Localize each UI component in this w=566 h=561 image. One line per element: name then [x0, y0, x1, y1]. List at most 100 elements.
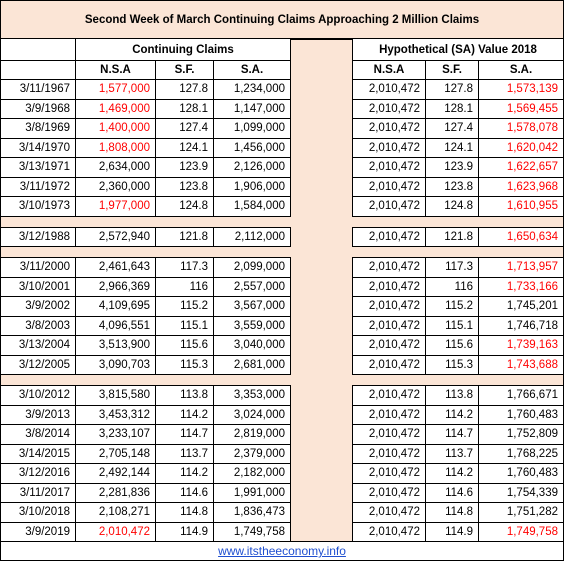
value-cell: 123.9	[425, 157, 479, 178]
value-cell: 1,751,282	[478, 502, 564, 523]
value-cell: 2,126,000	[213, 157, 291, 178]
column-header: S.F.	[155, 60, 214, 80]
value-cell: 3,090,703	[75, 354, 156, 375]
value-cell: 115.6	[155, 335, 214, 356]
value-cell: 115.1	[155, 315, 214, 336]
value-cell: 114.2	[155, 463, 214, 484]
value-cell: 124.1	[425, 137, 479, 158]
value-cell: 117.3	[425, 257, 479, 278]
value-cell: 1,610,955	[478, 196, 564, 217]
value-cell: 2,112,000	[213, 226, 291, 247]
date-cell: 3/12/2005	[0, 354, 76, 375]
value-cell: 2,461,643	[75, 257, 156, 278]
value-cell: 3,559,000	[213, 315, 291, 336]
title: Second Week of March Continuing Claims A…	[0, 0, 564, 39]
date-cell: 3/10/2018	[0, 502, 76, 523]
value-cell: 1,569,455	[478, 98, 564, 119]
group-header: Hypothetical (SA) Value 2018	[352, 38, 564, 61]
value-cell: 1,745,201	[478, 296, 564, 317]
value-cell: 2,010,472	[352, 226, 426, 247]
value-cell: 127.4	[425, 118, 479, 139]
date-cell: 3/12/1988	[0, 226, 76, 247]
value-cell: 1,713,957	[478, 257, 564, 278]
column-header: S.A.	[478, 60, 564, 80]
date-cell: 3/9/2013	[0, 404, 76, 425]
value-cell: 1,768,225	[478, 443, 564, 464]
value-cell: 1,739,163	[478, 335, 564, 356]
column-header: N.S.A	[352, 60, 426, 80]
date-cell: 3/9/2002	[0, 296, 76, 317]
date-cell: 3/10/1973	[0, 196, 76, 217]
date-cell: 3/13/1971	[0, 157, 76, 178]
value-cell: 1,766,671	[478, 385, 564, 406]
value-cell: 121.8	[155, 226, 214, 247]
value-cell: 3,024,000	[213, 404, 291, 425]
value-cell: 3,815,580	[75, 385, 156, 406]
value-cell: 3,513,900	[75, 335, 156, 356]
value-cell: 2,010,472	[352, 196, 426, 217]
value-cell: 2,557,000	[213, 276, 291, 297]
value-cell: 115.3	[425, 354, 479, 375]
value-cell: 1,584,000	[213, 196, 291, 217]
value-cell: 1,623,968	[478, 176, 564, 197]
column-header: N.S.A	[75, 60, 156, 80]
value-cell: 123.8	[155, 176, 214, 197]
date-cell: 3/14/2015	[0, 443, 76, 464]
value-cell: 128.1	[155, 98, 214, 119]
date-cell: 3/11/2017	[0, 482, 76, 503]
date-cell: 3/14/1970	[0, 137, 76, 158]
column-header: S.A.	[213, 60, 291, 80]
value-cell: 2,681,000	[213, 354, 291, 375]
value-cell: 2,010,472	[352, 424, 426, 445]
date-cell: 3/11/1967	[0, 79, 76, 100]
value-cell: 2,010,472	[352, 137, 426, 158]
value-cell: 128.1	[425, 98, 479, 119]
value-cell: 1,743,688	[478, 354, 564, 375]
value-cell: 2,010,472	[352, 98, 426, 119]
value-cell: 113.8	[425, 385, 479, 406]
date-cell: 3/11/1972	[0, 176, 76, 197]
date-cell: 3/13/2004	[0, 335, 76, 356]
value-cell: 2,010,472	[352, 521, 426, 542]
value-cell: 2,281,836	[75, 482, 156, 503]
value-cell: 2,010,472	[352, 276, 426, 297]
value-cell: 1,733,166	[478, 276, 564, 297]
value-cell: 115.2	[425, 296, 479, 317]
value-cell: 1,760,483	[478, 404, 564, 425]
value-cell: 1,234,000	[213, 79, 291, 100]
value-cell: 3,453,312	[75, 404, 156, 425]
date-cell: 3/8/2003	[0, 315, 76, 336]
value-cell: 2,705,148	[75, 443, 156, 464]
value-cell: 113.7	[155, 443, 214, 464]
value-cell: 115.6	[425, 335, 479, 356]
value-cell: 2,099,000	[213, 257, 291, 278]
blank-cell	[0, 38, 76, 61]
value-cell: 114.6	[425, 482, 479, 503]
value-cell: 2,010,472	[352, 296, 426, 317]
value-cell: 1,746,718	[478, 315, 564, 336]
value-cell: 2,819,000	[213, 424, 291, 445]
date-cell: 3/11/2000	[0, 257, 76, 278]
value-cell: 114.2	[425, 463, 479, 484]
value-cell: 2,010,472	[352, 404, 426, 425]
value-cell: 1,752,809	[478, 424, 564, 445]
value-cell: 2,010,472	[352, 79, 426, 100]
value-cell: 1,977,000	[75, 196, 156, 217]
value-cell: 124.8	[425, 196, 479, 217]
value-cell: 3,040,000	[213, 335, 291, 356]
value-cell: 114.7	[155, 424, 214, 445]
value-cell: 2,634,000	[75, 157, 156, 178]
value-cell: 2,182,000	[213, 463, 291, 484]
value-cell: 117.3	[155, 257, 214, 278]
value-cell: 1,754,339	[478, 482, 564, 503]
date-cell: 3/10/2001	[0, 276, 76, 297]
value-cell: 2,108,271	[75, 502, 156, 523]
value-cell: 2,010,472	[352, 502, 426, 523]
value-cell: 1,622,657	[478, 157, 564, 178]
value-cell: 2,010,472	[352, 482, 426, 503]
value-cell: 1,578,078	[478, 118, 564, 139]
value-cell: 1,991,000	[213, 482, 291, 503]
value-cell: 2,379,000	[213, 443, 291, 464]
value-cell: 2,010,472	[352, 385, 426, 406]
value-cell: 2,010,472	[352, 176, 426, 197]
